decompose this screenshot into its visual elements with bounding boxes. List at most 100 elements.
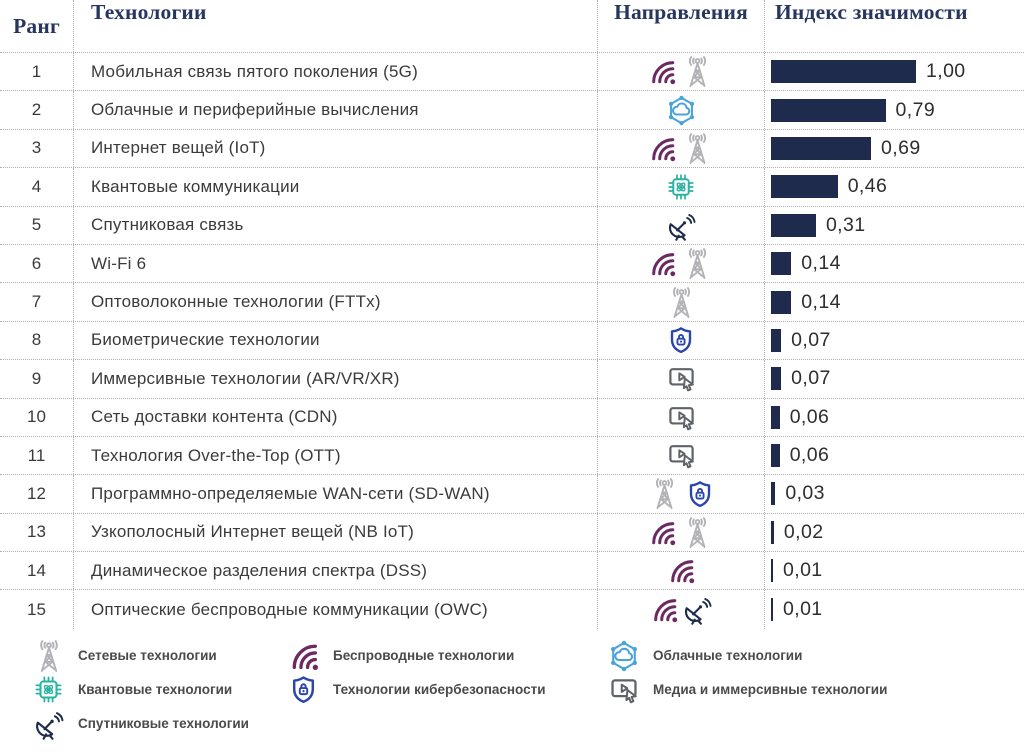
index-cell: 0,02 <box>764 513 1024 552</box>
technology-name: Мобильная связь пятого поколения (5G) <box>73 53 597 91</box>
index-bar <box>771 598 773 622</box>
index-bar <box>771 559 773 583</box>
table-row: 15 Оптические беспроводные коммуникации … <box>0 590 1024 629</box>
table-body: 1 Мобильная связь пятого поколения (5G) … <box>0 53 1024 629</box>
network-tower-icon <box>680 131 715 166</box>
satellite-dish-icon <box>666 210 697 241</box>
index-value: 0,14 <box>801 290 841 313</box>
table-row: 13 Узкополосный Интернет вещей (NB IoT) … <box>0 513 1024 553</box>
direction-icons <box>597 513 764 552</box>
index-bar <box>771 252 792 276</box>
index-cell: 0,46 <box>764 168 1024 206</box>
network-tower-icon <box>30 638 67 674</box>
rank-cell: 8 <box>31 330 42 350</box>
index-cell: 0,69 <box>764 129 1024 168</box>
index-bar <box>771 444 780 468</box>
index-bar <box>771 60 916 84</box>
legend-item: Сетевые технологии <box>30 639 285 673</box>
network-tower-icon <box>680 246 715 281</box>
cybersecurity-shield-icon <box>685 479 715 509</box>
table-row: 12 Программно-определяемые WAN-сети (SD-… <box>0 475 1024 514</box>
index-value: 0,07 <box>791 367 831 390</box>
table-header: Ранг Технологии Направления Индекс значи… <box>0 0 1024 53</box>
direction-icons <box>597 590 764 629</box>
technology-name: Узкополосный Интернет вещей (NB IoT) <box>73 513 597 552</box>
table-row: 11 Технология Over-the-Top (OTT) 0,06 <box>0 436 1024 476</box>
wireless-icon <box>667 556 696 585</box>
index-value: 0,69 <box>881 136 921 159</box>
quantum-chip-icon <box>665 171 697 203</box>
index-value: 0,46 <box>847 175 888 198</box>
index-bar <box>771 290 792 314</box>
directions-header: Направления <box>597 0 764 52</box>
index-bar <box>771 367 782 391</box>
wireless-icon <box>648 57 677 86</box>
index-cell: 0,79 <box>764 91 1024 129</box>
index-bar <box>771 175 838 199</box>
legend-item: Медиа и иммерсивные технологии <box>605 673 1024 707</box>
rank-cell: 5 <box>31 215 42 235</box>
legend-label: Медиа и иммерсивные технологии <box>653 682 888 698</box>
wireless-icon <box>648 134 677 163</box>
technology-name: Программно-определяемые WAN-сети (SD-WAN… <box>73 475 597 513</box>
index-cell: 0,06 <box>764 436 1024 475</box>
index-value: 0,06 <box>789 444 830 467</box>
index-cell: 0,31 <box>764 206 1024 244</box>
rank-cell: 13 <box>27 522 46 542</box>
technology-name: Сеть доставки контента (CDN) <box>73 398 597 436</box>
index-bar <box>771 482 776 506</box>
legend-item: Технологии кибербезопасности <box>285 673 605 707</box>
legend-label: Беспроводные технологии <box>333 648 515 664</box>
table-row: 14 Динамическое разделения спектра (DSS)… <box>0 552 1024 591</box>
cybersecurity-shield-icon <box>285 674 322 705</box>
technology-name: Технология Over-the-Top (OTT) <box>73 436 597 475</box>
rank-cell: 3 <box>31 138 42 158</box>
rank-cell: 14 <box>27 560 46 580</box>
index-value: 0,79 <box>895 98 936 121</box>
index-cell: 0,03 <box>764 475 1024 513</box>
index-cell: 0,14 <box>764 244 1024 283</box>
technology-name: Иммерсивные технологии (AR/VR/XR) <box>73 360 597 398</box>
legend-label: Спутниковые технологии <box>78 716 249 732</box>
technology-name: Облачные и периферийные вычисления <box>73 91 597 129</box>
media-icon <box>666 363 697 394</box>
technology-name: Динамическое разделения спектра (DSS) <box>73 552 597 590</box>
direction-icons <box>597 206 764 244</box>
index-bar <box>771 328 782 352</box>
index-bar <box>771 98 886 122</box>
media-icon <box>666 402 697 433</box>
rank-cell: 12 <box>27 483 46 503</box>
network-tower-icon <box>680 515 715 550</box>
rank-cell: 1 <box>31 61 42 81</box>
technology-name: Интернет вещей (IoT) <box>73 129 597 168</box>
satellite-dish-icon <box>30 708 67 740</box>
legend-label: Квантовые технологии <box>78 682 233 698</box>
media-icon <box>666 440 697 471</box>
table-row: 4 Квантовые коммуникации 0,46 <box>0 168 1024 207</box>
table-row: 3 Интернет вещей (IoT) 0,69 <box>0 129 1024 169</box>
table-row: 2 Облачные и периферийные вычисления 0,7… <box>0 91 1024 130</box>
wireless-icon <box>285 640 322 672</box>
index-value: 0,01 <box>783 559 823 582</box>
direction-icons <box>597 283 764 321</box>
rank-cell: 11 <box>27 445 46 465</box>
table-row: 9 Иммерсивные технологии (AR/VR/XR) 0,07 <box>0 360 1024 399</box>
wireless-icon <box>648 249 677 278</box>
table-row: 1 Мобильная связь пятого поколения (5G) … <box>0 53 1024 92</box>
technology-name: Спутниковая связь <box>73 206 597 244</box>
index-cell: 1,00 <box>764 53 1024 91</box>
rank-cell: 9 <box>31 368 42 388</box>
direction-icons <box>597 129 764 168</box>
index-header: Индекс значимости <box>764 0 1024 52</box>
rank-header: Ранг <box>13 13 60 38</box>
index-value: 0,03 <box>785 482 825 505</box>
direction-icons <box>597 91 764 129</box>
cybersecurity-shield-icon <box>666 325 696 355</box>
legend-label: Облачные технологии <box>653 648 803 664</box>
table-row: 7 Оптоволоконные технологии (FTTx) 0,14 <box>0 283 1024 322</box>
direction-icons <box>597 398 764 436</box>
index-value: 1,00 <box>926 60 966 83</box>
index-cell: 0,01 <box>764 552 1024 590</box>
legend-item: Квантовые технологии <box>30 673 285 707</box>
index-bar <box>771 136 872 160</box>
